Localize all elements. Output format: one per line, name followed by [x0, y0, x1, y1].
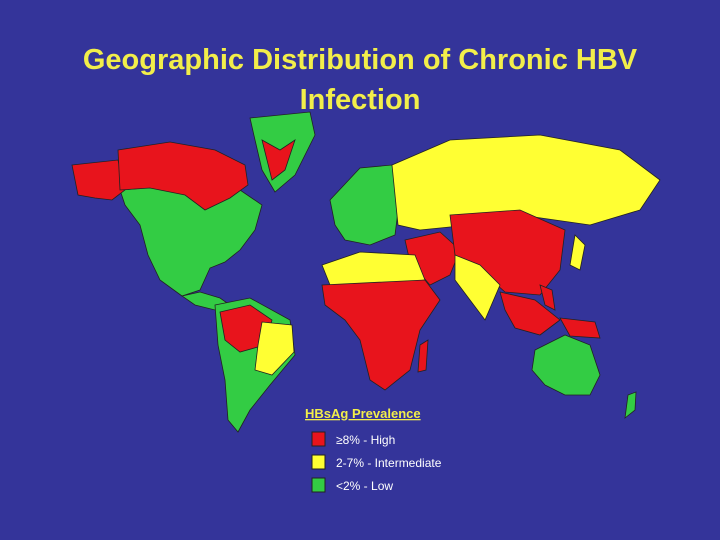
region — [499, 291, 561, 336]
legend-swatch — [311, 477, 326, 493]
region — [569, 234, 586, 271]
region — [559, 317, 601, 339]
region — [539, 284, 556, 311]
region — [531, 334, 601, 396]
legend-title: HBsAg Prevalence — [305, 406, 421, 421]
region — [119, 184, 263, 297]
region — [261, 139, 296, 181]
region — [329, 164, 401, 246]
world-map — [71, 111, 661, 433]
region — [391, 134, 661, 231]
legend-swatch — [311, 431, 326, 447]
region — [417, 339, 429, 373]
region — [254, 321, 295, 376]
region — [321, 279, 441, 391]
legend-swatch — [311, 454, 326, 470]
legend-label: 2-7% - Intermediate — [336, 456, 442, 470]
title: Geographic Distribution of Chronic HBV I… — [82, 44, 638, 116]
region — [71, 159, 126, 201]
region — [454, 254, 501, 321]
legend-label: ≥8% - High — [336, 433, 395, 447]
legend-label: <2% - Low — [336, 479, 393, 493]
region — [321, 251, 426, 286]
region — [117, 141, 249, 211]
region — [624, 391, 637, 419]
